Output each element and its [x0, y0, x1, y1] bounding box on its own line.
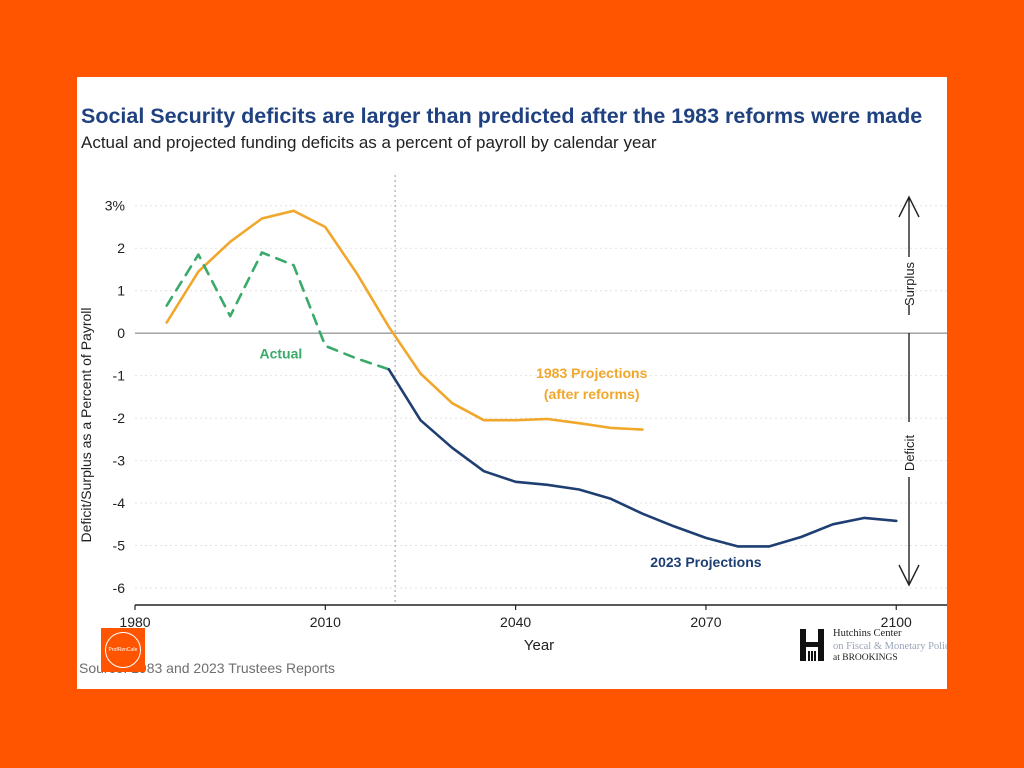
- y-tick-label: 1: [117, 283, 125, 299]
- series-label: (after reforms): [544, 386, 640, 402]
- hutchins-h-icon: [800, 629, 824, 661]
- logo-org: at BROOKINGS: [833, 653, 898, 663]
- line-chart: 3% 2 1 0 -1 -2 -3 -4 -5 -6 1980 2010 2040 2070 2100 1…: [78, 175, 947, 654]
- y-tick-label: -3: [113, 453, 126, 469]
- y-tick-label: -2: [113, 410, 126, 426]
- y-tick-label: 2: [117, 240, 125, 256]
- logo-name: Hutchins Center: [833, 628, 902, 639]
- series-lines: [165, 209, 898, 548]
- arrow-up-icon: [898, 195, 920, 257]
- series-actual: [165, 251, 391, 371]
- chart-title: Social Security deficits are larger than…: [81, 104, 923, 128]
- stamp-text: ProfRenCafe: [108, 647, 138, 653]
- x-tick-label: 2070: [690, 614, 721, 630]
- x-axis-ticks: 1980 2010 2040 2070 2100: [119, 605, 912, 630]
- watermark-stamp: ProfRenCafe: [101, 628, 145, 672]
- y-axis-label: Deficit/Surplus as a Percent of Payroll: [78, 308, 94, 543]
- x-tick-label: 2040: [500, 614, 531, 630]
- chart-card: Social Security deficits are larger than…: [77, 77, 947, 689]
- series-label: 1983 Projections: [536, 365, 647, 381]
- y-axis-ticks: 3% 2 1 0 -1 -2 -3 -4 -5 -6: [105, 198, 125, 596]
- series-labels: 1983 Projections (after reforms) Actual 202…: [260, 346, 762, 570]
- arrow-down-icon: [898, 477, 920, 587]
- stamp-ring: ProfRenCafe: [105, 632, 141, 668]
- x-tick-label: 1980: [119, 614, 150, 630]
- series-label: Actual: [260, 346, 303, 362]
- chart-subtitle: Actual and projected funding deficits as…: [81, 133, 657, 152]
- hutchins-center-logo: Hutchins Center on Fiscal & Monetary Pol…: [799, 627, 947, 667]
- logo-subtitle: on Fiscal & Monetary Policy: [833, 641, 947, 652]
- y-tick-label: 3%: [105, 198, 125, 214]
- series-2023-projections: [387, 367, 898, 548]
- y-tick-label: -4: [113, 495, 126, 511]
- y-tick-label: -5: [113, 538, 126, 554]
- deficit-label: Deficit: [902, 435, 917, 472]
- y-tick-label: 0: [117, 325, 125, 341]
- surplus-label: Surplus: [902, 261, 917, 306]
- series-label: 2023 Projections: [650, 554, 761, 570]
- series-1983-projections: [165, 209, 644, 431]
- y-tick-label: -1: [113, 368, 126, 384]
- surplus-deficit-annotation: Surplus Deficit: [898, 195, 920, 587]
- y-tick-label: -6: [113, 580, 126, 596]
- x-axis-label: Year: [524, 637, 554, 654]
- x-tick-label: 2100: [881, 614, 912, 630]
- x-tick-label: 2010: [310, 614, 341, 630]
